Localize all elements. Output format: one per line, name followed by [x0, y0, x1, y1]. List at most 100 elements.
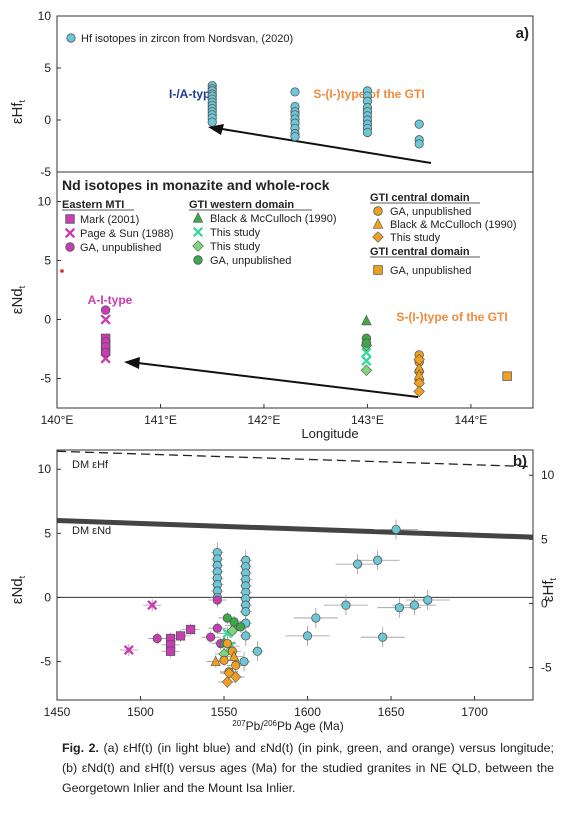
age-point [175, 631, 186, 641]
nd-point [361, 355, 372, 366]
nd-point-stroke2 [100, 314, 111, 325]
age-point [373, 555, 383, 565]
y-tick-label: -5 [40, 165, 51, 179]
age-point [252, 646, 263, 656]
age-point [394, 603, 404, 613]
legend-label: GA, unpublished [390, 206, 471, 218]
age-point-stroke2 [123, 644, 134, 656]
nd-point [413, 385, 425, 398]
y-tick-label: 5 [44, 61, 51, 75]
legend-marker [64, 227, 76, 239]
y-axis-label-subscript: t [17, 575, 27, 578]
legend-label: This study [210, 227, 261, 239]
age-point [409, 600, 420, 610]
age-point [311, 613, 321, 623]
panel-title: Nd isotopes in monazite and whole-rock [62, 177, 330, 193]
panel-label: b) [513, 453, 527, 470]
nd-point [100, 314, 111, 325]
y-tick-label: 10 [38, 9, 52, 23]
nd-point [502, 371, 512, 381]
trend-arrow [221, 128, 432, 164]
y-tick-label: 5 [44, 526, 51, 540]
legend-marker-stroke2 [192, 226, 204, 238]
age-point [219, 655, 229, 665]
age-point [152, 633, 162, 644]
red-dot [60, 269, 64, 273]
legend-marker [65, 214, 75, 224]
age-point [241, 631, 251, 641]
legend-marker [66, 33, 76, 43]
age-point [239, 656, 249, 667]
legend-label: Mark (2001) [80, 214, 139, 226]
age-point [221, 676, 233, 688]
y-tick-label: 0 [44, 113, 51, 127]
annotation: S-(I-)type of the GTI [396, 310, 507, 324]
nd-point [413, 353, 425, 366]
x-axis-label-part: Pb Age (Ma) [277, 719, 344, 733]
x-tick-label: 144°E [454, 413, 487, 427]
legend-marker [192, 226, 204, 238]
legend-marker [373, 206, 383, 216]
y-tick-label: -5 [40, 655, 51, 669]
annotation: I-/A-type [169, 87, 217, 101]
y2-tick-label: -5 [541, 661, 552, 675]
nd-point [100, 305, 111, 315]
legend-group-header: GTI central domain [370, 246, 470, 258]
panel-a-lower-frame [56, 171, 534, 409]
age-point [230, 671, 242, 683]
dm-nd-line [56, 518, 534, 540]
trend-arrow-head [124, 357, 140, 369]
x-tick-label: 1700 [461, 705, 488, 719]
x-axis-label-part: 206 [264, 719, 278, 728]
nd-point [100, 347, 111, 358]
y-axis-label: εHft [9, 99, 27, 124]
nd-point [361, 338, 372, 348]
legend-marker [373, 265, 383, 275]
x-tick-label: 140°E [41, 413, 74, 427]
legend-marker [193, 255, 203, 265]
y-tick-label: -5 [40, 372, 51, 386]
age-point [378, 632, 388, 642]
y-tick-label: 5 [44, 254, 51, 268]
trend-arrow-head [208, 124, 224, 135]
annotation: A-I-type [88, 293, 133, 307]
legend-group-header: GTI central domain [370, 192, 470, 204]
legend-label: GA, unpublished [210, 255, 291, 267]
dm-hf-label: DM εHf [72, 459, 109, 471]
hf-point [290, 87, 300, 97]
x-tick-label: 1450 [44, 705, 71, 719]
hf-point [362, 127, 373, 138]
hf-point [414, 119, 424, 129]
x-tick-label: 141°E [144, 413, 177, 427]
y-tick-label: 0 [44, 590, 51, 604]
age-point [123, 644, 134, 656]
age-point [341, 600, 351, 610]
legend-label: This study [390, 232, 441, 244]
y2-axis-label-subscript: t [548, 577, 558, 580]
dm-nd-label: DM εNd [72, 525, 111, 537]
legend-label: Hf isotopes in zircon from Nordsvan, (20… [81, 33, 293, 45]
trend-arrow [137, 362, 419, 398]
x-tick-label: 143°E [351, 413, 384, 427]
age-point [210, 655, 221, 667]
age-point [231, 660, 241, 670]
nd-point [361, 347, 372, 358]
legend-marker [192, 212, 204, 223]
nd-point [360, 364, 373, 376]
x-tick-label: 1550 [211, 705, 238, 719]
legend-label: Page & Sun (1988) [80, 228, 174, 240]
y-axis-label: εNdt [9, 285, 27, 314]
x-tick-label: 1500 [127, 705, 154, 719]
x-axis-label-part: Pb/ [246, 719, 265, 733]
hf-point [414, 139, 424, 149]
hf-point [290, 132, 300, 142]
y-tick-label: 10 [38, 462, 52, 476]
y-axis-label-subscript: t [17, 99, 27, 102]
caption-text: (a) εHf(t) (in light blue) and εNd(t) (i… [62, 741, 554, 795]
y2-tick-label: 10 [541, 468, 555, 482]
age-point [147, 600, 158, 611]
legend-marker [372, 231, 384, 243]
y-tick-label: 10 [38, 195, 52, 209]
age-point [212, 623, 222, 633]
